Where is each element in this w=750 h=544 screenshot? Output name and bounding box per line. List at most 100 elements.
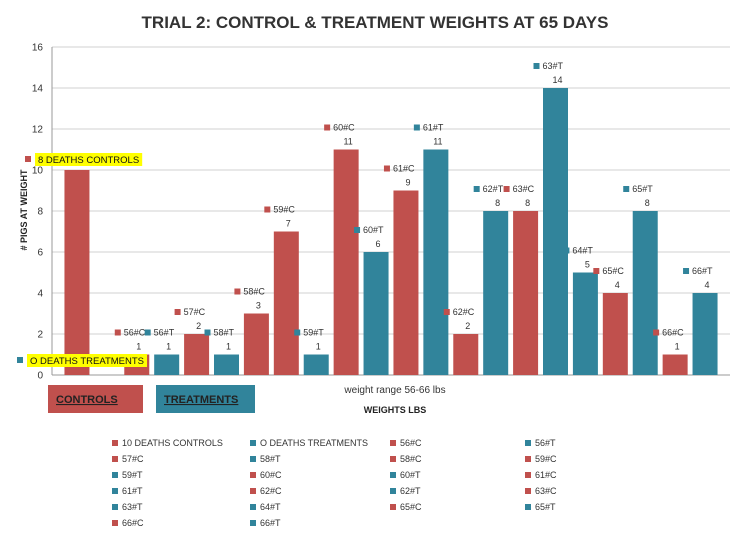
value-label: 8 bbox=[495, 198, 500, 208]
series-name-label: 60#C bbox=[333, 123, 355, 133]
legend-label: 61#C bbox=[535, 470, 557, 480]
value-label: 3 bbox=[256, 301, 261, 311]
label-marker bbox=[593, 268, 600, 274]
legend-swatch bbox=[112, 504, 118, 510]
value-label: 1 bbox=[136, 342, 141, 352]
value-label: 7 bbox=[286, 219, 291, 229]
value-label: 9 bbox=[405, 178, 410, 188]
series-name-label: 60#T bbox=[363, 225, 384, 235]
bar-62t bbox=[483, 211, 509, 375]
series-name-label: 62#C bbox=[453, 307, 475, 317]
legend-swatch bbox=[112, 456, 118, 462]
label-marker bbox=[294, 329, 301, 336]
value-label: 8 bbox=[525, 198, 530, 208]
x-axis-label: WEIGHTS LBS bbox=[364, 405, 427, 415]
series-name-label: 66#T bbox=[692, 266, 713, 276]
bar-65t bbox=[632, 211, 658, 375]
y-axis-label: # PIGS AT WEIGHT bbox=[19, 169, 29, 251]
label-marker bbox=[563, 247, 570, 254]
legend-label: 60#C bbox=[260, 470, 282, 480]
value-label: 5 bbox=[585, 260, 590, 270]
bar-66t bbox=[692, 293, 718, 375]
legend-swatch bbox=[525, 504, 531, 510]
label-marker bbox=[234, 288, 241, 295]
series-name-label: 63#C bbox=[513, 184, 535, 194]
legend-swatch bbox=[525, 488, 531, 494]
legend-swatch bbox=[525, 456, 531, 462]
value-label: 2 bbox=[465, 321, 470, 331]
legend-label: 58#T bbox=[260, 454, 281, 464]
label-marker bbox=[114, 329, 121, 336]
legend-swatch bbox=[390, 504, 396, 510]
highlight-label: 8 DEATHS CONTROLS bbox=[38, 155, 139, 166]
bar-56t bbox=[154, 354, 180, 375]
y-tick-label: 16 bbox=[32, 43, 44, 54]
legend-label: 60#T bbox=[400, 470, 421, 480]
value-label: 8 bbox=[645, 198, 650, 208]
highlight-label-background bbox=[27, 354, 148, 367]
bar-61c bbox=[393, 190, 419, 375]
bar-63t bbox=[543, 88, 568, 375]
y-tick-label: 14 bbox=[32, 84, 44, 95]
label-marker bbox=[324, 124, 331, 131]
value-label: 14 bbox=[552, 75, 562, 85]
label-marker bbox=[503, 186, 510, 192]
label-marker bbox=[653, 329, 660, 336]
value-label: 11 bbox=[343, 137, 352, 147]
bar-60t bbox=[363, 252, 389, 375]
legend-label: O DEATHS TREATMENTS bbox=[260, 438, 368, 448]
y-tick-label: 12 bbox=[32, 125, 44, 136]
value-label: 1 bbox=[675, 342, 680, 352]
legend-label: 63#C bbox=[535, 486, 557, 496]
legend-label: 66#T bbox=[260, 518, 281, 528]
legend-label: 66#C bbox=[122, 518, 144, 528]
legend-label: 61#T bbox=[122, 486, 143, 496]
chart-title: TRIAL 2: CONTROL & TREATMENT WEIGHTS AT … bbox=[142, 13, 609, 32]
bar-60c bbox=[333, 149, 359, 375]
group-box-layer: CONTROLS TREATMENTS bbox=[48, 385, 255, 413]
series-name-label: 62#T bbox=[483, 184, 504, 194]
value-label: 1 bbox=[226, 342, 231, 352]
y-tick-label: 10 bbox=[32, 166, 44, 177]
y-tick-label: 2 bbox=[37, 330, 43, 341]
bar-layer bbox=[64, 88, 718, 375]
legend-label: 64#T bbox=[260, 502, 281, 512]
legend-label: 65#T bbox=[535, 502, 556, 512]
legend-label: 56#C bbox=[400, 438, 422, 448]
legend-swatch bbox=[525, 440, 531, 446]
series-name-label: 58#C bbox=[243, 287, 265, 297]
value-label: 11 bbox=[433, 137, 442, 147]
data-label-layer: 8 DEATHS CONTROLS O DEATHS TREATMENTS 56#C… bbox=[17, 61, 713, 367]
legend-swatch bbox=[112, 472, 118, 478]
bar-57c bbox=[184, 334, 210, 375]
highlight-label: O DEATHS TREATMENTS bbox=[30, 356, 144, 367]
series-name-label: 61#C bbox=[393, 164, 415, 174]
legend-swatch bbox=[390, 440, 396, 446]
legend-swatch bbox=[250, 504, 256, 510]
label-marker bbox=[623, 186, 630, 192]
series-name-label: 65#C bbox=[602, 266, 624, 276]
label-marker bbox=[264, 206, 271, 213]
legend-label: 63#T bbox=[122, 502, 143, 512]
label-marker bbox=[17, 357, 23, 363]
legend-swatch bbox=[250, 456, 256, 462]
legend-label: 10 DEATHS CONTROLS bbox=[122, 438, 223, 448]
label-marker bbox=[533, 63, 540, 69]
label-marker bbox=[413, 124, 420, 131]
bar-62c bbox=[453, 334, 479, 375]
value-label: 1 bbox=[316, 342, 321, 352]
bar-10deathscontrols bbox=[64, 170, 90, 375]
label-marker bbox=[204, 329, 211, 336]
bar-58c bbox=[243, 313, 269, 375]
y-tick-label: 4 bbox=[37, 289, 43, 300]
series-name-label: 56#C bbox=[124, 328, 146, 338]
legend-swatch bbox=[112, 520, 118, 526]
treatment-group-box bbox=[156, 385, 255, 413]
label-marker bbox=[443, 309, 450, 315]
series-name-label: 58#T bbox=[214, 328, 235, 338]
legend-label: 65#C bbox=[400, 502, 422, 512]
value-label: 1 bbox=[166, 342, 171, 352]
series-name-label: 65#T bbox=[632, 184, 653, 194]
y-tick-label: 0 bbox=[37, 371, 43, 382]
